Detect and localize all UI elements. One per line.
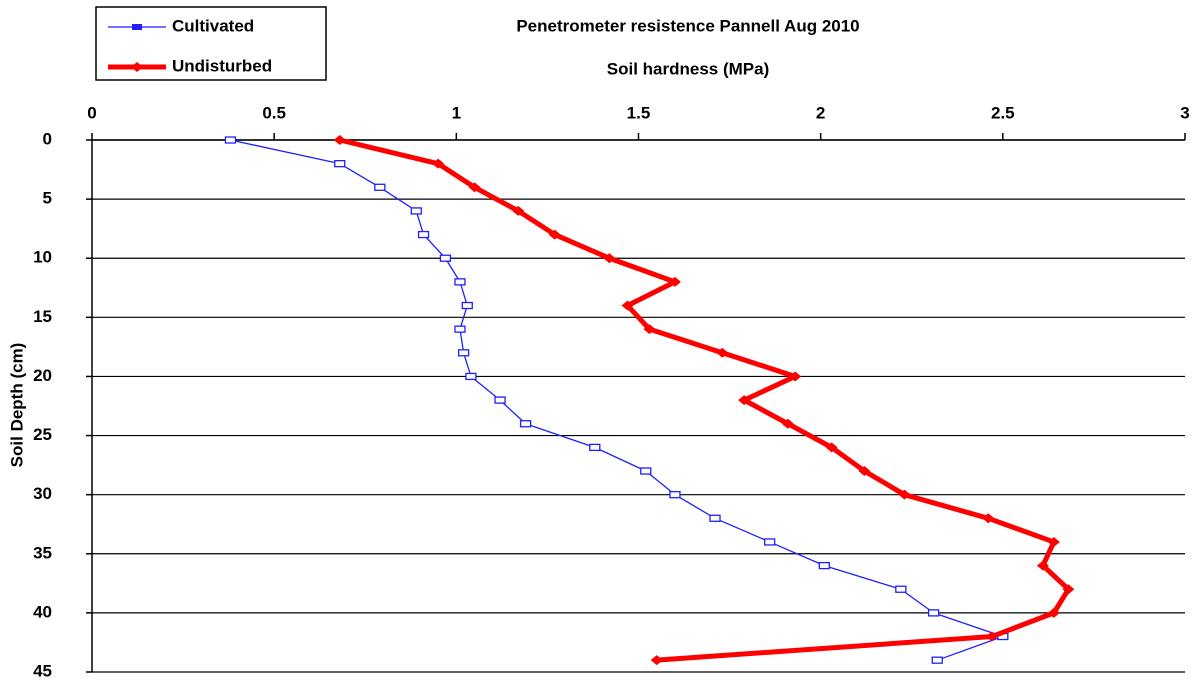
point (764, 538, 776, 546)
legend-label: Undisturbed (172, 56, 272, 75)
point (439, 254, 452, 262)
x-tick-label: 1 (452, 103, 461, 122)
point (982, 513, 995, 524)
y-tick-label: 25 (33, 425, 52, 444)
series-line (230, 139, 1004, 661)
y-tick-label: 10 (33, 248, 52, 267)
point (818, 561, 830, 570)
point (650, 655, 663, 666)
x-tick-label: 1.5 (627, 103, 651, 122)
y-tick-label: 45 (33, 661, 52, 680)
point (589, 443, 601, 452)
point (417, 230, 430, 239)
point (454, 325, 466, 333)
point (789, 371, 802, 382)
point (825, 442, 838, 453)
point (1062, 584, 1075, 595)
point (640, 467, 652, 475)
point (454, 278, 466, 286)
y-tick-label: 5 (43, 189, 52, 208)
point (519, 420, 532, 428)
x-tick-label: 2 (816, 103, 825, 122)
point (895, 585, 907, 593)
x-tick-label: 0.5 (262, 103, 286, 122)
x-axis-label: Soil hardness (MPa) (607, 59, 769, 78)
point (410, 207, 422, 215)
point (643, 324, 656, 335)
point (668, 276, 681, 287)
y-tick-label: 0 (43, 129, 52, 148)
series-line (339, 137, 1071, 663)
x-tick-label: 3 (1180, 103, 1189, 122)
point (1036, 560, 1049, 571)
y-axis-label: Soil Depth (cm) (7, 343, 26, 468)
point (468, 182, 481, 193)
y-tick-label: 30 (33, 484, 52, 503)
point (603, 253, 616, 264)
y-tick-label: 35 (33, 543, 52, 562)
point (1047, 607, 1060, 618)
point (931, 656, 943, 664)
point (858, 466, 871, 477)
point (927, 609, 940, 617)
point (669, 491, 681, 499)
point (494, 396, 506, 404)
y-tick-label: 40 (33, 602, 52, 621)
x-tick-label: 0 (87, 103, 96, 122)
legend-marker (132, 24, 142, 30)
chart-title: Penetrometer resistence Pannell Aug 2010 (516, 16, 859, 35)
point (512, 205, 525, 216)
legend-marker (131, 62, 143, 72)
point (985, 631, 998, 642)
point (432, 158, 445, 169)
point (1047, 536, 1060, 547)
x-tick-label: 2.5 (991, 103, 1015, 122)
point (457, 349, 470, 357)
point (461, 301, 473, 310)
point (621, 300, 634, 311)
point (709, 514, 721, 522)
point (548, 229, 561, 240)
point (898, 489, 911, 500)
y-tick-label: 15 (33, 307, 52, 326)
legend-label: Cultivated (172, 16, 254, 35)
point (738, 395, 751, 406)
point (333, 135, 346, 145)
point (465, 372, 477, 381)
point (224, 136, 237, 144)
y-tick-label: 20 (33, 366, 52, 385)
point (374, 183, 386, 191)
point (334, 159, 346, 168)
point (716, 347, 729, 358)
point (781, 418, 794, 429)
